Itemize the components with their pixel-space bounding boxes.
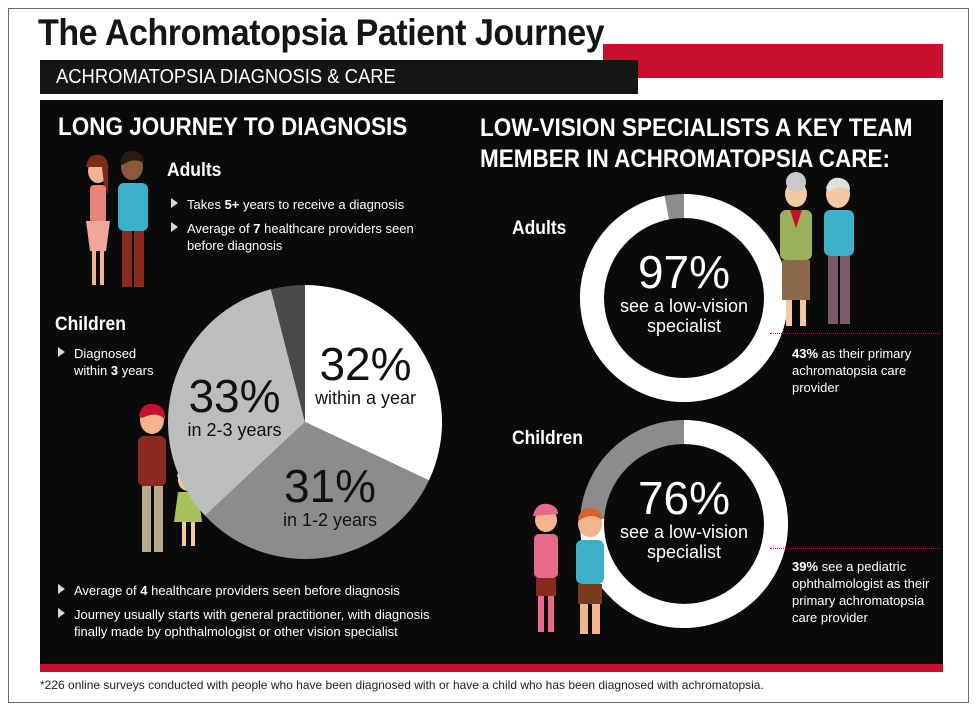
children-donut-label: 76% see a low-vision specialist bbox=[578, 474, 790, 562]
slice-desc: in 1-2 years bbox=[282, 510, 378, 530]
pie-label-1-2-years: 31% in 1-2 years bbox=[270, 462, 390, 530]
pie-slice bbox=[270, 285, 305, 422]
pie-slice bbox=[205, 422, 429, 559]
diagnosis-heading: LONG JOURNEY TO DIAGNOSIS bbox=[58, 113, 408, 141]
page-title: The Achromatopsia Patient Journey bbox=[38, 12, 605, 53]
note-bold: 39% bbox=[792, 559, 819, 574]
children-note-divider bbox=[770, 548, 940, 549]
donut-value-arc bbox=[580, 194, 788, 402]
note-text: as their primary achromatopsia care prov… bbox=[792, 346, 912, 395]
pie-slice bbox=[305, 285, 442, 481]
adults-donut-label: 97% see a low-vision specialist bbox=[578, 248, 790, 336]
bullet-bold: 4 bbox=[140, 583, 148, 598]
header-accent-bar bbox=[603, 44, 943, 78]
bullet-text: Average of bbox=[187, 221, 254, 236]
bullet-text: Takes bbox=[187, 197, 225, 212]
note-bold: 43% bbox=[792, 346, 819, 361]
bullet-text: Diagnosed within bbox=[74, 346, 137, 378]
bullet-triangle-icon bbox=[171, 222, 178, 232]
donut-line1: see a low-vision bbox=[619, 296, 749, 316]
bullet-text: healthcare providers seen before diagnos… bbox=[187, 221, 414, 253]
bullet-bold: 3 bbox=[110, 363, 119, 378]
children-label-left: Children bbox=[55, 314, 126, 335]
heading-line: MEMBER IN ACHROMATOPSIA CARE: bbox=[480, 145, 891, 173]
adults-donut-chart bbox=[580, 194, 788, 402]
children-label-right: Children bbox=[512, 428, 583, 449]
children-illustration-right bbox=[533, 503, 604, 634]
footnote: *226 online surveys conducted with peopl… bbox=[40, 678, 764, 692]
children-bullet-diagnosed: Diagnosed within 3 years bbox=[58, 345, 164, 379]
bullet-bold: 7 bbox=[253, 221, 261, 236]
bullet-bold: 5+ bbox=[224, 197, 240, 212]
donut-line2: specialist bbox=[646, 316, 722, 336]
note-text: see a pediatric ophthalmologist as their… bbox=[792, 559, 930, 625]
donut-line2: specialist bbox=[646, 542, 722, 562]
page-subtitle: ACHROMATOPSIA DIAGNOSIS & CARE bbox=[56, 66, 396, 88]
bullet-text: years to receive a diagnosis bbox=[239, 197, 405, 212]
adults-couple-illustration bbox=[86, 150, 148, 287]
bullet-triangle-icon bbox=[171, 198, 178, 208]
adults-bullet-providers: Average of 7 healthcare providers seen b… bbox=[171, 220, 417, 254]
donut-percent: 76% bbox=[637, 472, 731, 524]
slice-desc: within a year bbox=[314, 388, 417, 408]
bullet-triangle-icon bbox=[58, 347, 65, 357]
bottom-bullet-providers: Average of 4 healthcare providers seen b… bbox=[58, 582, 454, 599]
children-note: 39% see a pediatric ophthalmologist as t… bbox=[792, 558, 932, 626]
bullet-triangle-icon bbox=[58, 584, 65, 594]
bullet-triangle-icon bbox=[58, 608, 65, 618]
adults-bullet-years: Takes 5+ years to receive a diagnosis bbox=[171, 196, 437, 213]
adults-label-right: Adults bbox=[512, 218, 567, 239]
donut-line1: see a low-vision bbox=[619, 522, 749, 542]
slice-desc: in 2-3 years bbox=[187, 420, 282, 440]
pie-slice bbox=[167, 289, 305, 516]
adults-label-left: Adults bbox=[167, 160, 222, 181]
donut-value-arc bbox=[580, 420, 788, 628]
bullet-text: Average of bbox=[74, 583, 141, 598]
bullet-text: healthcare providers seen before diagnos… bbox=[147, 583, 400, 598]
bottom-bullet-journey: Journey usually starts with general prac… bbox=[58, 606, 449, 640]
pie-label-within-year: 32% within a year bbox=[308, 340, 423, 408]
slice-percent: 32% bbox=[319, 338, 412, 390]
adults-note: 43% as their primary achromatopsia care … bbox=[792, 345, 927, 396]
specialists-heading: LOW-VISION SPECIALISTS A KEY TEAM MEMBER… bbox=[480, 113, 930, 175]
bullet-text: years bbox=[118, 363, 154, 378]
slice-percent: 31% bbox=[283, 460, 377, 512]
adults-note-divider bbox=[770, 333, 940, 334]
slice-percent: 33% bbox=[188, 370, 281, 422]
bullet-text: Journey usually starts with general prac… bbox=[74, 607, 430, 639]
heading-line: LOW-VISION SPECIALISTS A KEY TEAM bbox=[480, 114, 913, 142]
pie-label-2-3-years: 33% in 2-3 years bbox=[177, 372, 292, 440]
diagnosis-time-pie-chart bbox=[167, 285, 442, 559]
bottom-accent-bar bbox=[40, 664, 943, 672]
elderly-couple-illustration bbox=[780, 172, 854, 326]
subtitle-bar bbox=[40, 60, 638, 94]
donut-percent: 97% bbox=[637, 246, 731, 298]
